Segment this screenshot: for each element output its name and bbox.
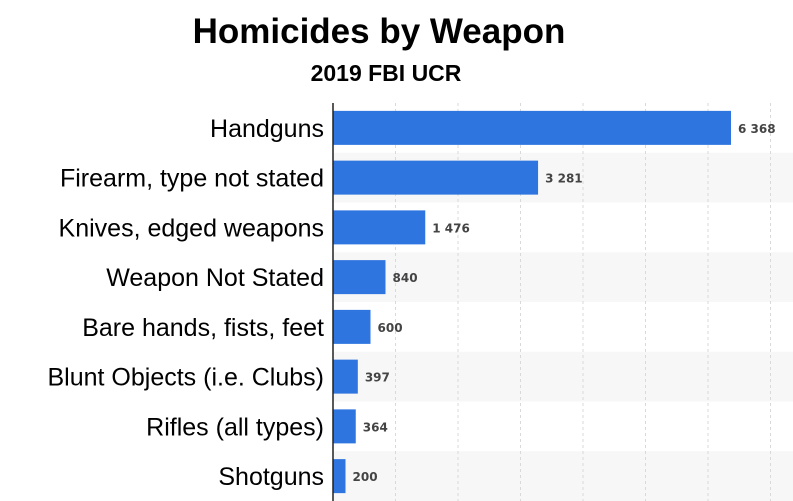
bar [333,210,426,245]
bar [333,309,371,344]
bar [333,409,356,444]
value-label: 3 281 [545,172,583,186]
value-label: 6 368 [738,122,776,136]
category-label: Blunt Objects (i.e. Clubs) [48,364,325,392]
chart-subtitle: 2019 FBI UCR [310,60,462,86]
category-label: Bare hands, fists, feet [82,314,324,342]
category-label: Weapon Not Stated [106,264,324,292]
category-label: Shotguns [218,463,324,491]
value-label: 200 [353,470,378,484]
bar [333,260,386,295]
value-label: 1 476 [432,221,470,235]
bar [333,110,731,145]
bar [333,459,346,494]
row-band [333,451,793,501]
value-label: 364 [363,420,388,434]
chart-title: Homicides by Weapon [192,12,566,51]
row-band [333,252,793,302]
category-label: Knives, edged weapons [59,214,324,242]
category-label: Handguns [210,115,324,143]
value-label: 600 [378,321,403,335]
value-label: 397 [365,371,390,385]
row-band [333,351,793,402]
category-label: Firearm, type not stated [60,165,324,193]
bar [333,160,539,195]
bar [333,359,358,394]
value-label: 840 [393,271,418,285]
category-label: Rifles (all types) [146,413,324,441]
